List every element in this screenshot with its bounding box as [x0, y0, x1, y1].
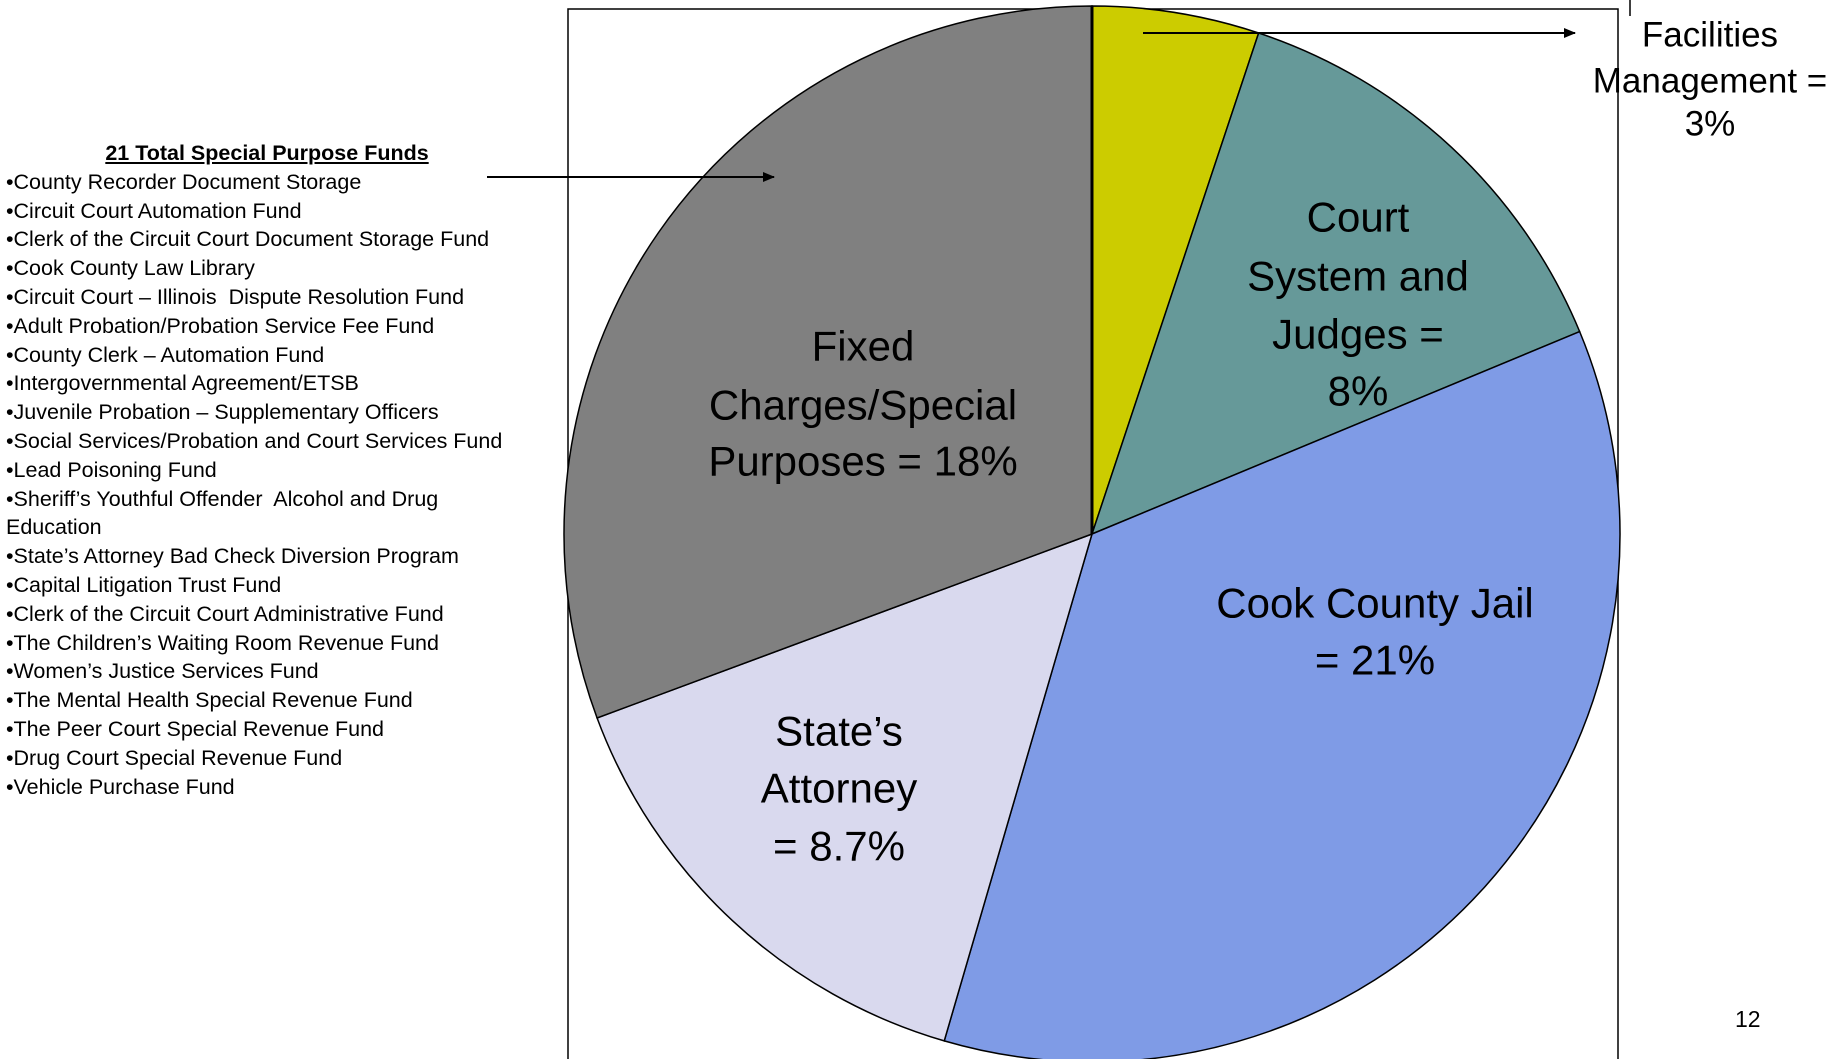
fund-item: •Lead Poisoning Fund [6, 457, 217, 482]
slice-label: Judges = [1272, 311, 1444, 358]
fund-item: •State’s Attorney Bad Check Diversion Pr… [6, 544, 459, 569]
fund-item: •The Mental Health Special Revenue Fund [6, 688, 413, 713]
slice-label: Purposes = 18% [708, 438, 1017, 485]
slice-label: = 8.7% [773, 823, 905, 870]
pie-slice [596, 532, 1094, 1042]
fund-item: •The Children’s Waiting Room Revenue Fun… [6, 630, 439, 655]
slice-label: Attorney [761, 765, 917, 812]
slice-label: = 21% [1315, 637, 1435, 684]
slice-label: State’s [775, 708, 903, 755]
slice-label: Court [1307, 194, 1410, 241]
pie-slice [943, 330, 1621, 1059]
pie-slice [563, 5, 1093, 719]
fund-item: •Juvenile Probation – Supplementary Offi… [6, 400, 439, 425]
fund-item: •The Peer Court Special Revenue Fund [6, 716, 385, 741]
page-number: 12 [1735, 1006, 1761, 1032]
slice-label: System and [1247, 253, 1469, 300]
fund-item: •Women’s Justice Services Fund [6, 659, 319, 684]
slice-label: 8% [1328, 368, 1389, 415]
fund-item: •Social Services/Probation and Court Ser… [6, 428, 503, 453]
pie [563, 5, 1621, 1059]
funds-list: 21 Total Special Purpose Funds •County R… [6, 139, 528, 801]
fund-item: •County Clerk – Automation Fund [6, 342, 325, 367]
fund-item: •Drug Court Special Revenue Fund [6, 745, 343, 770]
fund-item: •County Recorder Document Storage [6, 169, 362, 194]
fund-item: •Circuit Court Automation Fund [6, 198, 302, 223]
slice-label: Management = [1593, 62, 1827, 101]
slice-label: 3% [1685, 105, 1736, 144]
fund-item: •Vehicle Purchase Fund [6, 774, 235, 799]
fund-item: •Circuit Court – Illinois Dispute Resolu… [6, 284, 465, 309]
fund-item: •Capital Litigation Trust Fund [6, 572, 282, 597]
slice-label: Charges/Special [709, 382, 1017, 429]
fund-item: •Adult Probation/Probation Service Fee F… [6, 313, 435, 338]
slice-label: Cook County Jail [1216, 580, 1533, 627]
fund-item: •Sheriff’s Youthful Offender Alcohol and… [6, 486, 445, 540]
fund-item: •Clerk of the Circuit Court Document Sto… [6, 227, 490, 252]
fund-item: •Cook County Law Library [6, 256, 255, 281]
fund-item: •Clerk of the Circuit Court Administrati… [6, 601, 444, 626]
fund-item: •Intergovernmental Agreement/ETSB [6, 371, 359, 396]
slice-label: Facilities [1642, 16, 1778, 55]
slice-label: Fixed [812, 323, 915, 370]
funds-title: 21 Total Special Purpose Funds [105, 141, 429, 165]
pie-slice [1090, 32, 1581, 536]
